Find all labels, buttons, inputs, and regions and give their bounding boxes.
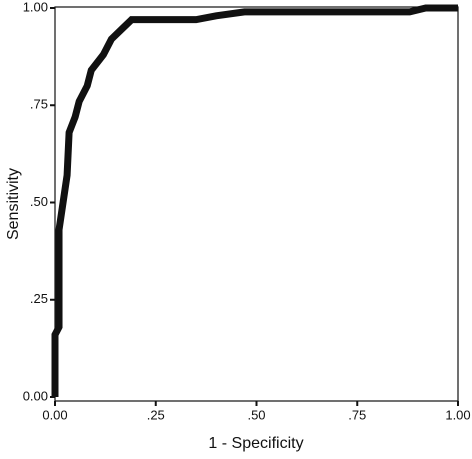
y-tick-label: .25	[30, 291, 48, 306]
y-tick-label: 1.00	[23, 0, 48, 14]
y-tick-label: 0.00	[23, 388, 48, 403]
x-tick-label: 1.00	[445, 407, 470, 422]
x-tick-label: 0.00	[42, 407, 67, 422]
x-tick-label: .50	[247, 407, 265, 422]
x-tick-label: .75	[348, 407, 366, 422]
y-axis-title: Sensitivity	[5, 168, 22, 240]
x-tick-label: .25	[147, 407, 165, 422]
y-tick-label: .50	[30, 194, 48, 209]
plot-frame	[54, 6, 459, 402]
x-axis-title: 1 - Specificity	[208, 435, 303, 452]
y-tick-label: .75	[30, 97, 48, 112]
roc-curve	[51, 4, 458, 397]
